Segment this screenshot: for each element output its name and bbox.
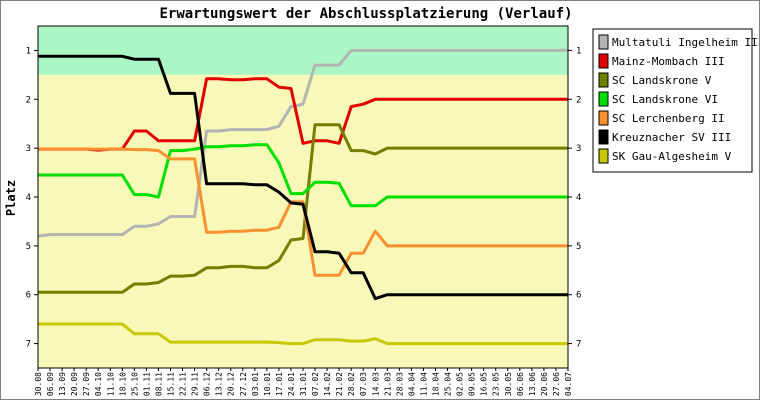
legend-swatch-1 — [598, 34, 609, 50]
legend-label-6: Kreuznacher SV III — [612, 131, 731, 144]
legend-swatch-5 — [598, 110, 609, 126]
legend-swatch-4 — [598, 91, 609, 107]
y-axis-left: 1 2 3 4 5 6 7 — [26, 46, 38, 350]
x-tick-label: 29.11 — [191, 372, 200, 396]
x-tick-label: 25.10 — [130, 372, 139, 396]
x-tick-label: 11.10 — [106, 372, 115, 396]
legend-swatch-7 — [598, 148, 609, 164]
x-tick-label: 07.03 — [359, 372, 368, 396]
x-tick-label: 21.02 — [335, 372, 344, 396]
y-tick-left-label: 2 — [26, 95, 31, 105]
y-tick-right-label: 5 — [576, 242, 581, 252]
x-tick-label: 20.09 — [70, 372, 79, 396]
x-tick-label: 08.11 — [154, 372, 163, 396]
x-tick-label: 18.04 — [432, 372, 441, 396]
x-tick-label: 27.09 — [82, 372, 91, 396]
x-tick-label: 13.06 — [528, 372, 537, 396]
x-tick-label: 18.10 — [118, 372, 127, 396]
y-tick-left-label: 7 — [26, 340, 31, 350]
y-tick-left-label: 3 — [26, 144, 31, 154]
x-tick-label: 22.11 — [179, 372, 188, 396]
x-tick-label: 27.06 — [552, 372, 561, 396]
x-tick-label: 13.09 — [58, 372, 67, 396]
legend: Multatuli Ingelheim III Mainz-Mombach III… — [592, 28, 759, 173]
x-tick-label: 28.02 — [347, 372, 356, 396]
legend-swatch-3 — [598, 72, 609, 88]
x-tick-label: 17.01 — [275, 372, 284, 396]
y-tick-right-label: 7 — [576, 340, 581, 350]
x-tick-label: 30.08 — [34, 372, 43, 396]
x-tick-label: 09.05 — [468, 372, 477, 396]
chart-title: Erwartungswert der Abschlussplatzierung … — [159, 6, 572, 22]
series-lines — [37, 48, 568, 346]
y-tick-right-label: 1 — [576, 46, 581, 56]
legend-label-3: SC Landskrone V — [612, 74, 712, 87]
x-tick-label: 24.01 — [287, 372, 296, 396]
y-axis-label: Platz — [4, 180, 18, 216]
legend-label-5: SC Lerchenberg II — [612, 112, 725, 125]
x-tick-label: 04.07 — [564, 372, 573, 396]
x-tick-label: 25.04 — [444, 372, 453, 396]
x-tick-label: 20.06 — [540, 372, 549, 396]
x-tick-label: 13.12 — [215, 372, 224, 396]
x-tick-label: 21.03 — [383, 372, 392, 396]
plot-border — [37, 25, 569, 369]
x-tick-label: 10.01 — [263, 372, 272, 396]
legend-label-7: SK Gau-Algesheim V — [612, 150, 732, 163]
x-tick-label: 27.12 — [239, 372, 248, 396]
series-line-3 — [38, 123, 568, 294]
x-tick-label: 31.01 — [299, 372, 308, 396]
x-tick-label: 23.05 — [492, 372, 501, 396]
x-tick-label: 02.05 — [456, 372, 465, 396]
y-tick-right-label: 6 — [576, 291, 581, 301]
x-axis: 30.08 06.09 13.09 20.09 27.09 04.10 11.10 18.10… — [34, 368, 573, 396]
x-tick-label: 03.01 — [251, 372, 260, 396]
legend-swatch-6 — [598, 129, 609, 145]
x-tick-label: 06.12 — [203, 372, 212, 396]
x-tick-label: 20.12 — [227, 372, 236, 396]
y-tick-left-label: 1 — [26, 46, 31, 56]
x-tick-label: 28.03 — [395, 372, 404, 396]
x-tick-label: 15.11 — [167, 372, 176, 396]
series-line-4 — [38, 143, 568, 208]
legend-label-2: Mainz-Mombach III — [612, 55, 725, 68]
x-tick-label: 11.04 — [419, 372, 428, 396]
legend-label-4: SC Landskrone VI — [612, 93, 718, 106]
y-tick-left-label: 5 — [26, 242, 31, 252]
series-line-2 — [38, 77, 568, 152]
y-tick-left-label: 4 — [26, 193, 31, 203]
x-tick-label: 16.05 — [480, 372, 489, 396]
series-line-6 — [38, 54, 568, 301]
x-tick-label: 01.11 — [142, 372, 151, 396]
x-tick-label: 04.10 — [94, 372, 103, 396]
x-tick-label: 30.05 — [504, 372, 513, 396]
y-tick-left-label: 6 — [26, 291, 31, 301]
x-tick-label: 06.06 — [516, 372, 525, 396]
series-line-7 — [38, 322, 568, 346]
series-line-1 — [37, 48, 568, 238]
y-axis-right: 1 2 3 4 5 6 7 — [568, 46, 581, 350]
legend-swatch-2 — [598, 53, 609, 69]
legend-box — [592, 28, 753, 173]
x-tick-label: 07.02 — [311, 372, 320, 396]
zone-band-2 — [38, 74, 568, 368]
y-tick-right-label: 3 — [576, 144, 581, 154]
x-tick-label: 14.02 — [323, 372, 332, 396]
x-tick-label: 14.03 — [371, 372, 380, 396]
y-tick-right-label: 4 — [576, 193, 581, 203]
x-tick-label: 04.04 — [407, 372, 416, 396]
x-tick-label: 06.09 — [46, 372, 55, 396]
y-tick-right-label: 2 — [576, 95, 581, 105]
series-line-5 — [38, 147, 568, 277]
background-zones — [38, 26, 568, 368]
legend-label-1: Multatuli Ingelheim III — [612, 36, 759, 49]
